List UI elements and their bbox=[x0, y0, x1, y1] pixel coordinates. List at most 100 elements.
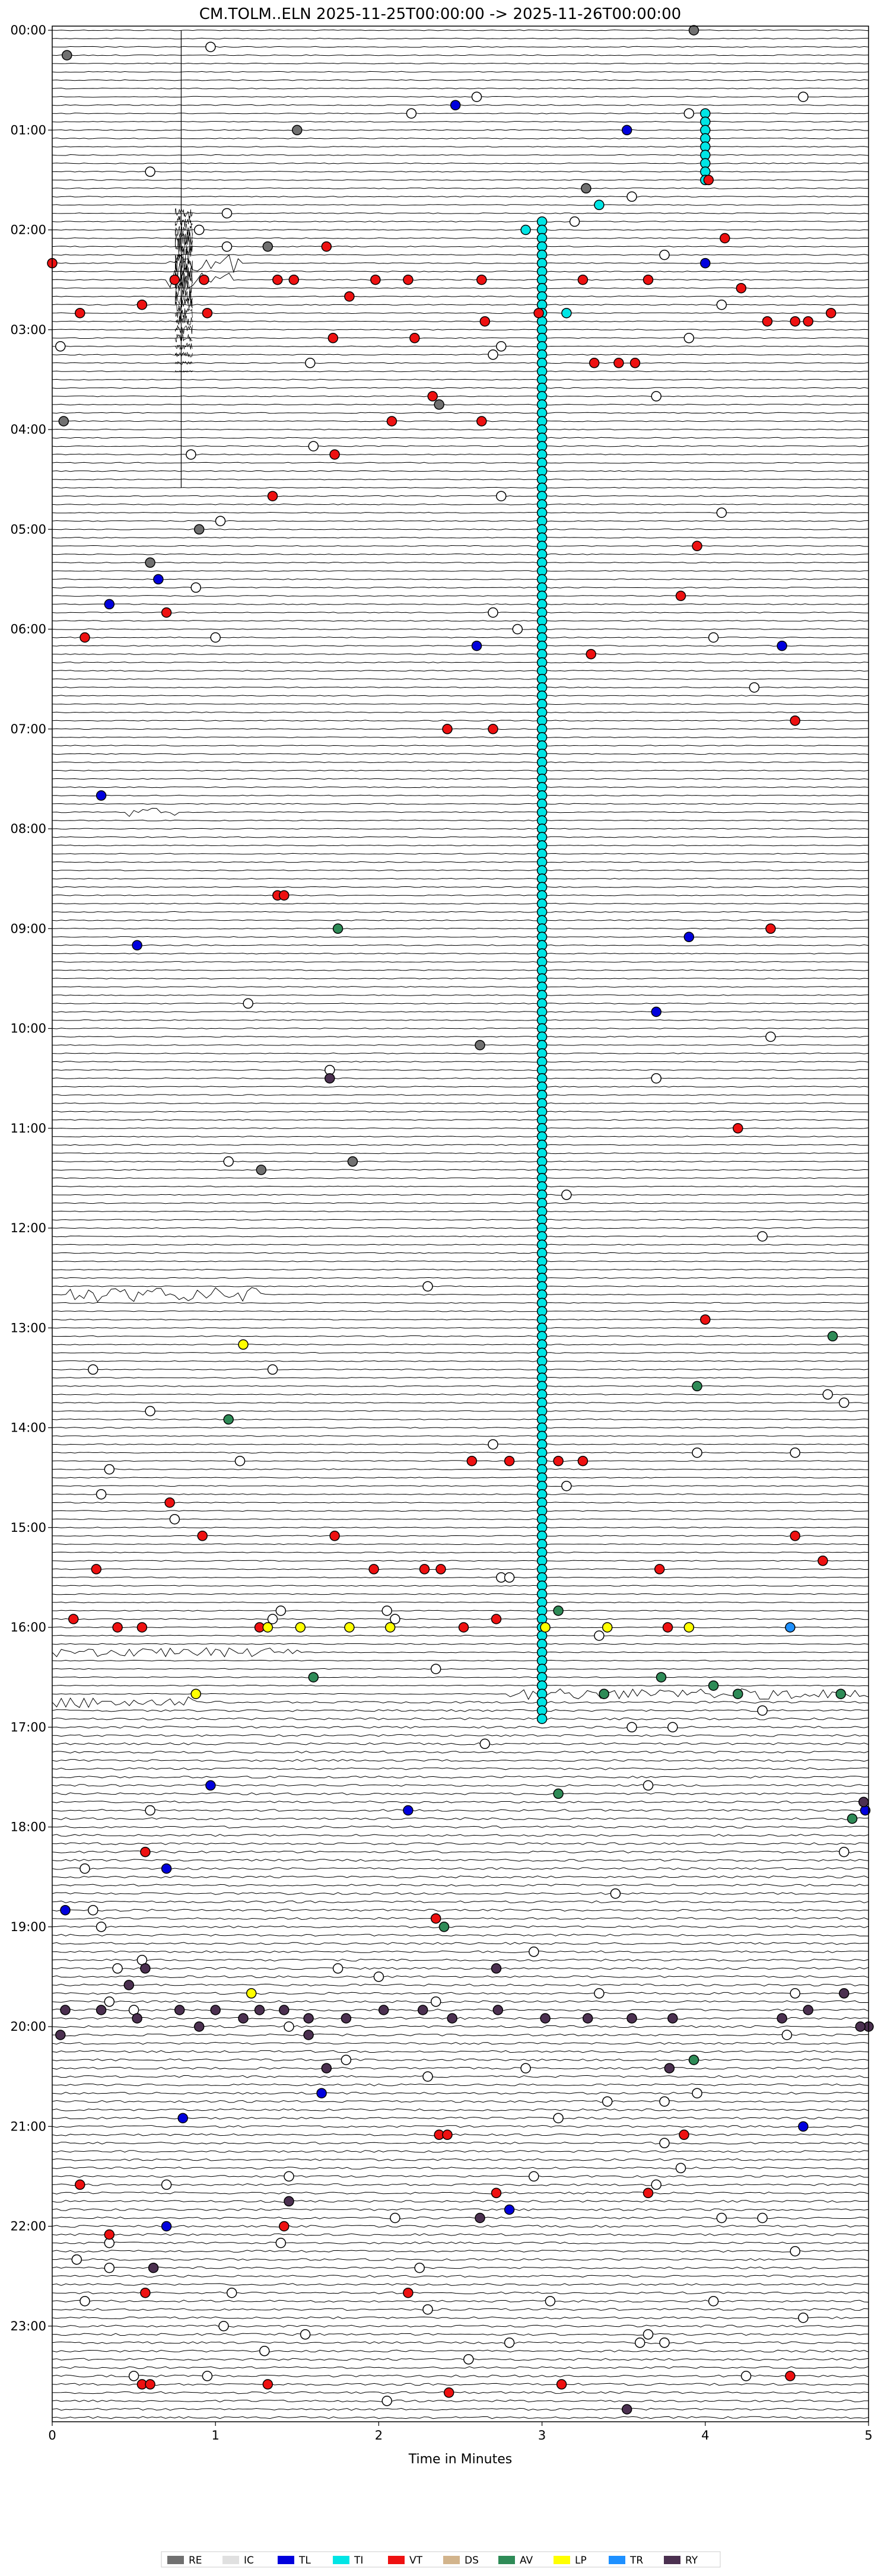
marker-vt bbox=[491, 1614, 502, 1624]
legend-swatch bbox=[554, 2556, 570, 2564]
trace-row bbox=[52, 2108, 869, 2111]
trace-row bbox=[52, 2275, 869, 2278]
trace-row bbox=[52, 1560, 869, 1562]
trace-row bbox=[52, 1576, 869, 1579]
trace-row bbox=[52, 1502, 869, 1504]
marker-av bbox=[835, 1688, 846, 1699]
trace-row bbox=[52, 196, 869, 198]
trace-row bbox=[52, 836, 869, 838]
marker-lp bbox=[602, 1622, 613, 1633]
marker-ic bbox=[749, 682, 760, 693]
marker-ic bbox=[504, 2338, 515, 2348]
trace-row bbox=[52, 927, 869, 930]
trace-row bbox=[52, 171, 869, 173]
marker-re bbox=[256, 1165, 267, 1175]
marker-ry bbox=[132, 2013, 142, 2024]
trace-row bbox=[52, 1784, 869, 1787]
marker-tl bbox=[316, 2088, 327, 2098]
trace-row bbox=[52, 1210, 869, 1213]
marker-lp bbox=[190, 1688, 201, 1699]
trace-row bbox=[52, 1127, 869, 1130]
trace-row bbox=[52, 2399, 869, 2403]
marker-vt bbox=[577, 1455, 589, 1467]
marker-av bbox=[223, 1414, 234, 1425]
marker-vt bbox=[75, 2179, 85, 2190]
marker-vt bbox=[169, 274, 180, 285]
marker-vt bbox=[262, 2379, 273, 2390]
marker-ic bbox=[757, 1231, 768, 1242]
marker-ic bbox=[259, 2346, 270, 2356]
trace-row bbox=[52, 2241, 869, 2244]
marker-tr bbox=[785, 1622, 796, 1633]
marker-tl bbox=[504, 2204, 515, 2215]
trace-row bbox=[52, 478, 869, 481]
marker-ic bbox=[643, 2329, 654, 2340]
marker-ry bbox=[174, 2005, 185, 2015]
trace-row bbox=[52, 2058, 869, 2062]
marker-ic bbox=[479, 1738, 491, 1750]
trace-row bbox=[52, 1310, 869, 1312]
trace-row bbox=[52, 1585, 869, 1587]
trace-row bbox=[52, 603, 869, 605]
trace-row bbox=[52, 2100, 869, 2103]
trace-row bbox=[52, 1950, 869, 1954]
marker-ic bbox=[414, 2262, 425, 2273]
marker-ic bbox=[275, 2237, 287, 2249]
marker-ic bbox=[765, 1031, 776, 1042]
marker-vt bbox=[553, 1455, 564, 1467]
marker-ic bbox=[529, 2171, 539, 2182]
trace-row bbox=[52, 902, 869, 905]
marker-ic bbox=[218, 2321, 229, 2332]
legend-label: RY bbox=[685, 2555, 698, 2567]
marker-vt bbox=[386, 416, 397, 427]
marker-vt bbox=[140, 2287, 151, 2298]
marker-ic bbox=[96, 1922, 107, 1932]
marker-layer bbox=[47, 25, 874, 2415]
trace-row bbox=[52, 1152, 869, 1155]
marker-ic bbox=[202, 2371, 213, 2381]
marker-ic bbox=[790, 2246, 800, 2257]
marker-ic bbox=[569, 216, 580, 227]
y-tick-label: 07:00 bbox=[10, 722, 46, 736]
trace-row bbox=[52, 2258, 869, 2261]
marker-re bbox=[581, 183, 591, 194]
marker-ry bbox=[447, 2013, 457, 2024]
trace-row bbox=[52, 503, 869, 505]
marker-vt bbox=[75, 307, 85, 319]
trace-row bbox=[52, 786, 869, 788]
trace-row bbox=[52, 1227, 869, 1229]
trace-row bbox=[52, 1659, 869, 1662]
marker-av bbox=[438, 1922, 450, 1932]
spike-coda bbox=[175, 223, 193, 237]
trace-row bbox=[52, 994, 869, 996]
marker-av bbox=[553, 1605, 564, 1616]
marker-ry bbox=[325, 1073, 335, 1084]
marker-vt bbox=[703, 174, 714, 186]
trace-row bbox=[52, 1535, 869, 1537]
marker-vt bbox=[321, 241, 332, 252]
marker-ic bbox=[790, 1447, 800, 1458]
spike-coda bbox=[174, 370, 193, 373]
trace-row bbox=[52, 1688, 869, 1700]
legend-label: LP bbox=[575, 2555, 587, 2567]
trace-row bbox=[52, 1468, 869, 1470]
legend-label: TR bbox=[629, 2555, 643, 2567]
marker-vt bbox=[199, 274, 209, 285]
trace-row bbox=[52, 1767, 869, 1770]
marker-ic bbox=[243, 998, 253, 1009]
trace-row bbox=[52, 520, 869, 522]
marker-ic bbox=[488, 1439, 498, 1450]
marker-vt bbox=[700, 1314, 711, 1325]
marker-ic bbox=[659, 2138, 670, 2149]
trace-row bbox=[52, 470, 869, 472]
trace-row bbox=[52, 528, 869, 530]
trace-row bbox=[52, 1202, 869, 1204]
trace-row bbox=[52, 437, 869, 439]
x-tick-label: 2 bbox=[375, 2428, 383, 2443]
marker-ic bbox=[594, 1988, 605, 1999]
trace-layer bbox=[52, 29, 869, 2419]
trace-row bbox=[52, 620, 869, 622]
marker-ic bbox=[55, 341, 66, 352]
marker-re bbox=[688, 25, 699, 36]
y-tick-label: 10:00 bbox=[10, 1022, 46, 1036]
